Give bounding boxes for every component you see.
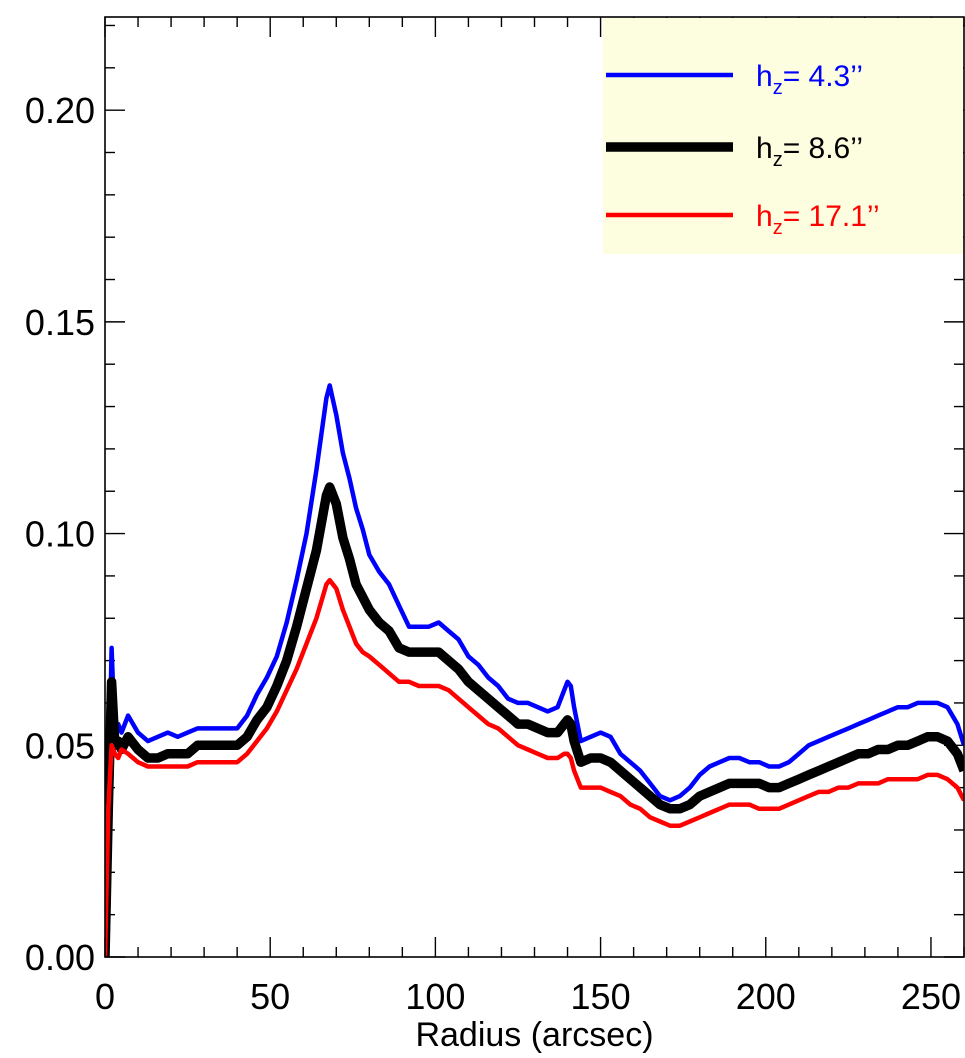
tick-labels: 0 50 100 150 200 250 0.00 0.05 0.10 0.15 0.20: [25, 90, 961, 1017]
y-tick-label: 0.00: [25, 937, 95, 978]
legend-label-hz43: hz= 4.3’’: [756, 60, 863, 99]
series-group: [105, 383, 964, 957]
y-tick-label: 0.20: [25, 90, 95, 131]
x-tick-label: 100: [405, 976, 465, 1017]
legend: hz= 4.3’’ hz= 8.6’’ hz= 17.1’’: [603, 18, 963, 254]
series-line-hz171: [105, 577, 964, 957]
legend-label-hz86: hz= 8.6’’: [756, 132, 863, 171]
x-tick-label: 250: [901, 976, 961, 1017]
x-tick-label: 150: [571, 976, 631, 1017]
x-tick-label: 0: [95, 976, 115, 1017]
x-tick-label: 50: [250, 976, 290, 1017]
y-tick-label: 0.05: [25, 725, 95, 766]
x-axis-title: Radius (arcsec): [415, 1016, 653, 1054]
plot-frame: [104, 16, 965, 958]
series-line-hz86: [105, 482, 964, 957]
y-tick-label: 0.10: [25, 514, 95, 555]
y-tick-label: 0.15: [25, 302, 95, 343]
series-line-hz43: [105, 383, 964, 957]
x-tick-label: 200: [736, 976, 796, 1017]
legend-label-hz171: hz= 17.1’’: [756, 200, 880, 239]
